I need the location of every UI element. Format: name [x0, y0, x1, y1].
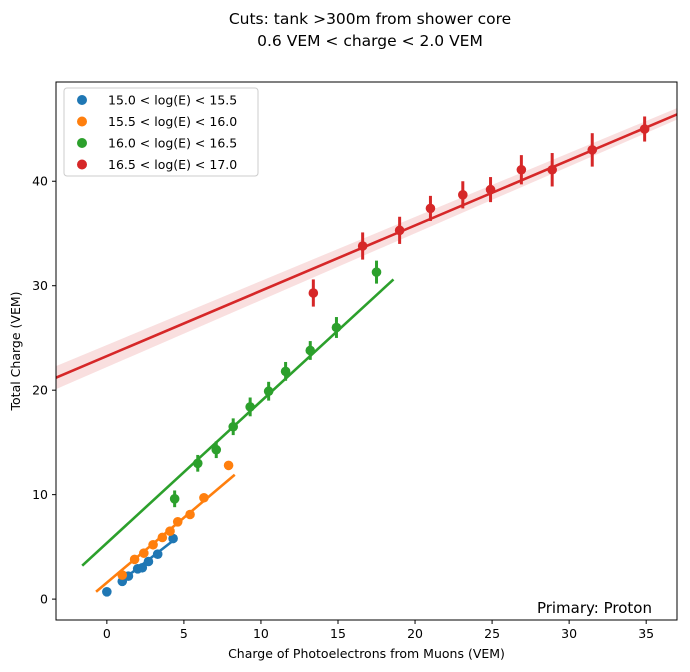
series-2-point-10	[223, 460, 234, 471]
series-3-point-8	[305, 345, 316, 356]
legend-marker-3	[77, 138, 87, 148]
series-1-point-1	[102, 586, 112, 597]
legend-label-3: 16.0 < log(E) < 16.5	[108, 136, 237, 151]
legend-marker-2	[77, 116, 87, 127]
y-tick-label-2: 10	[32, 487, 48, 502]
series-1-point-5	[137, 562, 148, 573]
series-4-point-4	[425, 203, 436, 214]
series-2-point-8	[185, 509, 195, 520]
x-tick-label-1: 0	[103, 626, 111, 641]
series-3-point-4	[228, 421, 239, 432]
series-1-point-8	[168, 533, 178, 544]
y-axis-label: Total Charge (VEM)	[8, 292, 23, 412]
chart-title-line-2: 0.6 VEM < charge < 2.0 VEM	[257, 32, 483, 50]
y-tick-label-4: 30	[32, 278, 48, 293]
series-3-point-6	[263, 386, 274, 397]
y-tick-label-5: 40	[32, 174, 48, 189]
legend-label-1: 15.0 < log(E) < 15.5	[108, 93, 237, 108]
x-tick-label-3: 10	[253, 626, 269, 641]
series-2-point-1	[117, 570, 128, 580]
chart-title-line-1: Cuts: tank >300m from shower core	[229, 10, 511, 28]
legend-label-2: 15.5 < log(E) < 16.0	[108, 114, 237, 129]
series-2-point-7	[172, 517, 183, 527]
legend-marker-4	[77, 159, 87, 170]
series-3-point-3	[211, 444, 222, 455]
legend-marker-1	[77, 95, 87, 105]
series-4-point-10	[639, 124, 650, 134]
x-tick-label-8: 35	[638, 626, 654, 641]
series-3-point-2	[192, 458, 203, 469]
series-4-point-3	[394, 225, 405, 236]
series-4-point-2	[357, 241, 368, 251]
series-2-point-2	[129, 554, 140, 565]
x-axis-label: Charge of Photoelectrons from Muons (VEM…	[228, 646, 505, 661]
primary-annotation: Primary: Proton	[537, 599, 652, 617]
series-3-point-9	[331, 322, 342, 333]
x-tick-label-6: 25	[484, 626, 500, 641]
series-4-point-7	[516, 164, 527, 175]
series-2-point-6	[165, 526, 175, 537]
legend-label-4: 16.5 < log(E) < 17.0	[108, 157, 237, 172]
series-4-point-6	[485, 184, 496, 195]
series-1-point-7	[152, 549, 163, 559]
x-tick-label-2: 5	[180, 626, 188, 641]
series-4-point-5	[458, 190, 468, 200]
plot-frame	[55, 81, 678, 621]
series-3-point-5	[245, 402, 255, 412]
series-2-point-5	[157, 532, 168, 543]
series-2-point-3	[139, 548, 149, 558]
series-3-fit-line	[81, 278, 395, 567]
series-4-point-8	[547, 164, 557, 175]
series-1-point-6	[143, 556, 154, 567]
series-4-point-9	[587, 145, 598, 155]
x-tick-label-7: 30	[561, 626, 577, 641]
y-tick-label-1: 0	[40, 592, 48, 607]
series-3-point-1	[169, 494, 180, 504]
series-3-point-10	[371, 267, 382, 277]
x-tick-label-5: 20	[407, 626, 423, 641]
x-tick-label-4: 15	[330, 626, 346, 641]
legend-box	[63, 87, 259, 177]
series-3-point-7	[280, 366, 291, 377]
series-2-point-4	[148, 539, 158, 550]
series-4-point-1	[308, 288, 319, 298]
series-2-point-9	[199, 492, 209, 503]
y-tick-label-3: 20	[32, 383, 48, 398]
legend: 15.0 < log(E) < 15.5 15.5 < log(E) < 16.0…	[63, 87, 259, 177]
